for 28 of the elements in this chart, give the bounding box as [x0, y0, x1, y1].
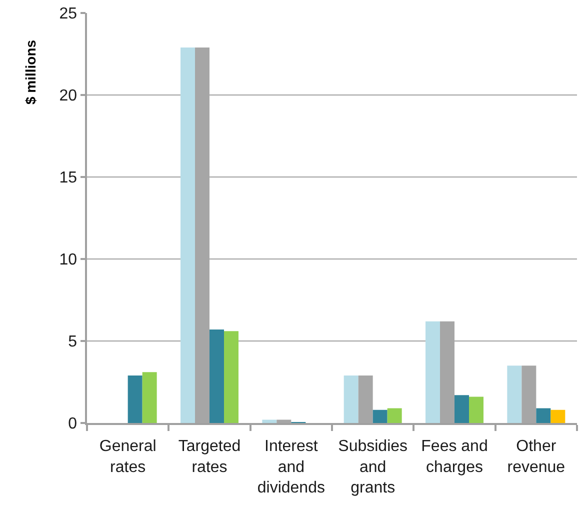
- bar: [142, 372, 157, 423]
- bar: [210, 330, 224, 423]
- bar: [469, 396, 484, 423]
- bar: [507, 366, 522, 423]
- bar: [550, 410, 566, 423]
- x-tick-label: Interest and dividends: [257, 438, 325, 497]
- x-tick-label: Targeted rates: [178, 438, 241, 476]
- x-tick-label: Subsidies and grants: [338, 438, 408, 497]
- y-tick-label: 20: [59, 88, 78, 105]
- bar: [454, 395, 469, 423]
- bar: [224, 331, 238, 423]
- y-tick-label: 25: [59, 6, 78, 23]
- y-tick-label: 0: [68, 416, 78, 433]
- bar: [262, 420, 277, 423]
- bar: [180, 47, 195, 423]
- x-tick-label: Other revenue: [507, 438, 566, 476]
- bar: [128, 375, 142, 423]
- bar: [536, 408, 551, 423]
- bar: [426, 321, 440, 423]
- bar: [372, 410, 388, 423]
- y-axis-title: $ millions: [22, 40, 38, 104]
- y-tick-label: 5: [68, 334, 78, 351]
- y-tick-label: 15: [59, 170, 78, 187]
- x-tick-label: General rates: [99, 438, 156, 476]
- y-tick-label: 10: [59, 252, 78, 269]
- bar: [344, 375, 358, 423]
- bar: [387, 408, 402, 423]
- x-tick-label: Fees and charges: [421, 438, 488, 476]
